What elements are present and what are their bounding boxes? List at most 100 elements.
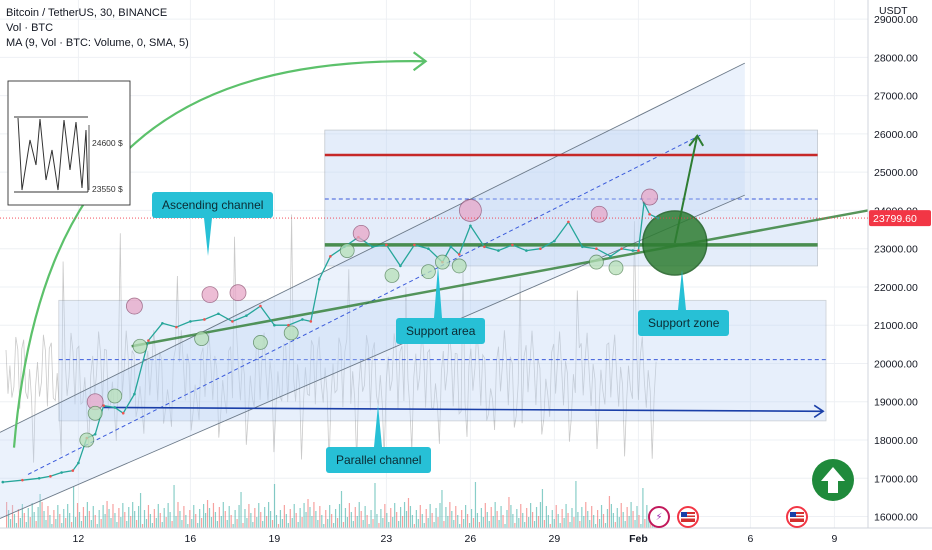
volume-bar — [124, 512, 126, 528]
volume-bar — [516, 509, 518, 528]
price-point — [567, 220, 570, 224]
price-point — [631, 249, 635, 252]
volume-bar — [559, 523, 561, 528]
legend-ma[interactable]: MA (9, Vol · BTC: Volume, 0, SMA, 5) — [6, 37, 189, 49]
volume-bar — [61, 523, 63, 528]
volume-bar — [400, 507, 402, 528]
volume-bar — [334, 509, 337, 528]
volume-bar — [427, 518, 429, 528]
volume-bar — [626, 507, 628, 528]
x-tick-label: 16 — [185, 533, 197, 545]
ascending-channel-callout[interactable]: Ascending channel — [152, 192, 274, 256]
volume-bar — [583, 516, 585, 528]
support-area-callout[interactable]: Support area — [396, 266, 486, 344]
volume-bar — [528, 517, 530, 528]
volume-bar — [102, 505, 104, 528]
volume-bar — [299, 508, 301, 528]
price-point — [301, 318, 304, 321]
volume-bar — [268, 502, 270, 528]
volume-bar — [136, 520, 138, 528]
volume-bar — [524, 522, 526, 528]
up-arrow-icon[interactable] — [812, 459, 854, 501]
volume-bar — [76, 503, 79, 528]
volume-bar — [405, 511, 408, 528]
volume-bar — [305, 512, 307, 528]
volume-bar — [492, 516, 494, 528]
volume-bar — [126, 521, 128, 528]
volume-bar — [488, 521, 490, 528]
x-tick-label: Feb — [629, 533, 648, 545]
volume-bar — [569, 522, 571, 528]
us-flag-icon[interactable] — [786, 506, 808, 528]
volume-bar — [51, 524, 53, 528]
volume-bar — [587, 511, 589, 528]
volume-bar — [390, 508, 392, 528]
legend-title[interactable]: Bitcoin / TetherUS, 30, BINANCE — [6, 7, 168, 19]
volume-bar — [283, 505, 285, 528]
volume-bar — [65, 518, 67, 528]
volume-bar — [608, 496, 611, 528]
volume-bar — [303, 503, 305, 528]
volume-bar — [482, 517, 484, 528]
volume-bar — [309, 507, 311, 528]
callout-label: Support area — [406, 324, 476, 338]
volume-bar — [157, 504, 159, 528]
volume-bar — [472, 518, 475, 528]
volume-bar — [490, 507, 492, 528]
volume-bar — [271, 520, 274, 528]
volume-bar — [526, 508, 528, 528]
volume-bar — [415, 510, 417, 528]
volume-bar — [644, 519, 646, 528]
volume-bar — [571, 508, 573, 528]
volume-bar — [216, 521, 218, 528]
volume-bar — [447, 516, 449, 528]
volume-bar — [218, 507, 220, 528]
volume-bar — [159, 513, 161, 528]
inset-label-low: 23550 $ — [92, 184, 123, 194]
y-tick-label: 23000.00 — [874, 244, 918, 256]
y-tick-label: 17000.00 — [874, 473, 918, 485]
support-zone-callout[interactable]: Support zone — [638, 270, 730, 336]
price-point — [449, 245, 453, 249]
volume-bar — [403, 502, 406, 528]
price-point — [121, 411, 125, 415]
volume-bar — [13, 514, 16, 528]
volume-bar — [238, 505, 240, 528]
volume-bar — [553, 519, 555, 528]
volume-bar — [47, 506, 49, 528]
volume-bar — [634, 520, 636, 528]
volume-bar — [167, 503, 169, 528]
swing-low-marker — [79, 432, 95, 448]
volume-bar — [539, 502, 542, 528]
volume-bar — [346, 517, 349, 528]
volume-bar — [352, 521, 354, 528]
lightning-icon[interactable]: ⚡ — [648, 506, 670, 528]
volume-bar — [246, 518, 248, 528]
volume-bar — [500, 506, 502, 528]
y-tick-label: 26000.00 — [874, 129, 918, 141]
volume-bar — [597, 510, 599, 528]
volume-bar — [465, 505, 467, 528]
volume-bar — [431, 513, 433, 528]
us-flag-icon[interactable] — [677, 506, 699, 528]
volume-bar — [579, 521, 581, 528]
parallel-channel-callout[interactable]: Parallel channel — [326, 405, 432, 473]
volume-bar — [74, 517, 77, 528]
x-tick-label: 9 — [831, 533, 837, 545]
volume-bar — [480, 508, 482, 528]
volume-bar — [602, 514, 605, 528]
callout-label: Parallel channel — [336, 453, 422, 467]
volume-bar — [112, 504, 114, 528]
legend-volume[interactable]: Vol · BTC — [6, 22, 54, 34]
volume-bar — [84, 516, 86, 528]
volume-bar — [476, 513, 479, 528]
volume-bar — [470, 509, 473, 528]
volume-bar — [573, 517, 575, 528]
us-flag-glyph — [790, 512, 804, 522]
volume-bar — [173, 485, 175, 528]
volume-bar — [421, 514, 423, 528]
volume-bar — [459, 524, 461, 528]
swing-low-marker — [132, 338, 148, 354]
